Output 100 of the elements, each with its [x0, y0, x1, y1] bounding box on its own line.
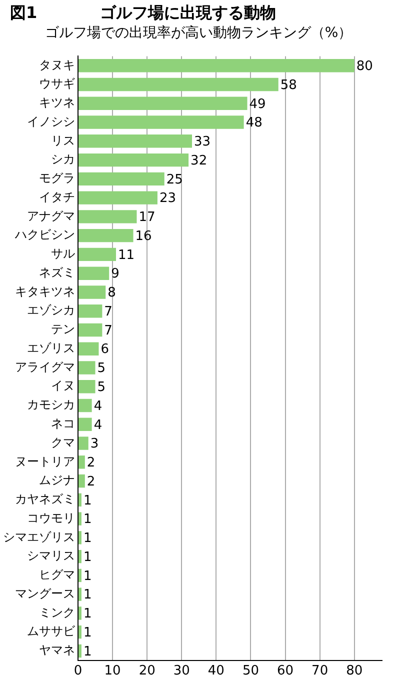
x-tick-label: 80: [346, 664, 363, 679]
data-label: 9: [111, 266, 120, 282]
x-tick-label: 40: [208, 664, 224, 679]
bar: [78, 456, 85, 469]
y-tick-label: シマリス: [27, 548, 75, 563]
bar: [78, 78, 278, 92]
bar: [78, 361, 96, 374]
bar: [78, 96, 248, 110]
bar: [78, 436, 88, 450]
y-tick-label: カモシカ: [27, 398, 75, 412]
bar: [78, 493, 82, 507]
bar: [78, 116, 244, 129]
y-tick-label: カヤネズミ: [15, 492, 75, 506]
y-tick-label: ハクビシン: [14, 228, 75, 242]
data-label: 1: [83, 606, 92, 622]
data-label: 1: [83, 568, 92, 584]
data-label: 2: [86, 474, 96, 490]
y-tick-label: イタチ: [39, 190, 75, 204]
data-label: 4: [94, 418, 102, 433]
data-label: 1: [83, 588, 92, 603]
bar: [78, 153, 189, 167]
caption: 図1: [10, 3, 38, 24]
data-label: 6: [100, 342, 110, 358]
bar: [78, 59, 354, 72]
x-tick-label: 20: [138, 664, 156, 679]
x-tick-label: 30: [173, 664, 190, 679]
data-label: 5: [97, 380, 106, 395]
x-tick-label: 60: [277, 664, 294, 679]
data-label: 1: [83, 550, 92, 565]
y-tick-label: アライグマ: [15, 360, 75, 374]
bar: [78, 568, 82, 582]
bar: [78, 286, 106, 299]
y-tick-label: ネズミ: [39, 265, 75, 280]
bar: [78, 134, 192, 148]
y-tick-label: イノシシ: [27, 114, 75, 128]
bar: [78, 228, 134, 242]
y-tick-label: キツネ: [39, 96, 75, 110]
y-tick-label: ウサギ: [39, 76, 75, 91]
y-tick-label: リス: [51, 133, 75, 148]
bar: [78, 531, 82, 544]
bar: [78, 625, 82, 639]
x-tick-label: 50: [242, 664, 259, 679]
data-label: 7: [104, 323, 112, 338]
data-label: 48: [246, 116, 262, 131]
data-label: 1: [83, 493, 92, 508]
data-label: 80: [356, 59, 373, 74]
bar: [78, 606, 82, 620]
bar: [78, 248, 116, 262]
x-tick-label: 0: [74, 664, 82, 679]
data-label: 17: [138, 210, 156, 226]
chart-title: ゴルフ場に出現する動物: [100, 3, 276, 24]
data-label: 1: [83, 531, 92, 546]
bar: [78, 512, 82, 526]
data-label: 8: [108, 286, 116, 301]
data-label: 58: [280, 78, 297, 93]
data-label: 1: [83, 625, 92, 640]
y-tick-label: ヒグマ: [39, 568, 75, 582]
data-label: 2: [86, 456, 96, 471]
y-tick-label: エゾシカ: [27, 303, 75, 318]
y-tick-label: イヌ: [51, 378, 75, 393]
bar: [78, 380, 96, 394]
data-label: 16: [135, 228, 152, 244]
bar: [78, 323, 102, 337]
bar: [78, 210, 137, 224]
data-label: 3: [90, 436, 99, 452]
y-tick-label: アナグマ: [27, 208, 75, 223]
bar: [78, 304, 102, 318]
data-label: 23: [159, 191, 176, 206]
data-label: 32: [190, 153, 208, 168]
data-label: 7: [104, 304, 112, 320]
bar: [78, 588, 82, 601]
y-tick-label: エゾリス: [27, 340, 75, 355]
bar: [78, 550, 82, 564]
bar: [78, 418, 92, 431]
y-tick-label: モグラ: [39, 171, 75, 186]
y-tick-label: ネコ: [51, 416, 75, 431]
x-tick-label: 70: [312, 664, 328, 679]
data-label: 49: [249, 96, 266, 112]
data-label: 1: [83, 644, 92, 660]
y-tick-label: コウモリ: [27, 510, 75, 525]
y-tick-label: ミンク: [39, 605, 75, 620]
y-tick-label: タヌキ: [39, 58, 75, 72]
data-label: 1: [83, 512, 92, 528]
bar: [78, 342, 99, 356]
bar: [78, 266, 110, 280]
x-tick-label: 10: [104, 664, 121, 679]
y-tick-label: キタキツネ: [15, 284, 75, 298]
bar: [78, 474, 85, 488]
data-label: 25: [166, 172, 183, 188]
y-tick-label: サル: [51, 246, 75, 261]
bar: [78, 172, 164, 186]
data-label: 11: [118, 248, 135, 263]
y-tick-label: マングース: [15, 586, 75, 600]
data-label: 5: [97, 361, 106, 376]
y-tick-label: シカ: [51, 152, 75, 166]
y-tick-label: クマ: [51, 435, 75, 450]
y-tick-label: シマエゾリス: [3, 530, 75, 544]
data-label: 33: [194, 134, 211, 150]
y-tick-label: テン: [51, 322, 75, 336]
bar: [78, 398, 92, 412]
